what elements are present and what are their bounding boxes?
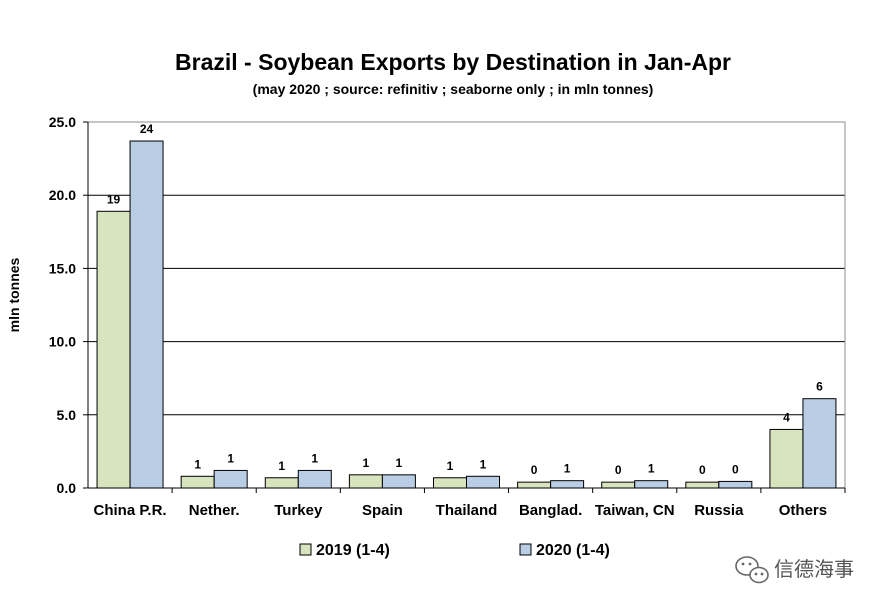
bar-2020 xyxy=(466,475,500,489)
data-label: 1 xyxy=(447,459,454,473)
bar-2020 xyxy=(634,480,669,489)
y-tick-label: 0.0 xyxy=(57,480,77,496)
bar-2019 xyxy=(96,210,131,489)
chart-subtitle: (may 2020 ; source: refinitiv ; seaborne… xyxy=(253,81,654,97)
bar-2020 xyxy=(718,480,753,489)
bar-2020 xyxy=(213,469,248,489)
x-tick-label: Taiwan, CN xyxy=(595,502,675,519)
data-label: 1 xyxy=(564,462,571,476)
y-tick-label: 25.0 xyxy=(49,114,76,130)
bar-2019 xyxy=(685,481,720,489)
x-tick-label: Others xyxy=(779,502,827,519)
bar-2020 xyxy=(297,469,332,489)
x-tick-label: Banglad. xyxy=(519,502,582,519)
data-label: 4 xyxy=(783,410,790,424)
x-tick-label: Thailand xyxy=(436,502,498,519)
legend-label: 2020 (1-4) xyxy=(536,542,610,559)
legend-swatch-2019 xyxy=(299,543,312,556)
bars: 19 24 1 1 1 1 1 1 1 1 0 1 0 1 0 0 4 6 xyxy=(96,122,837,489)
data-label: 0 xyxy=(732,462,739,476)
bar-2019 xyxy=(180,475,215,489)
x-tick-label: Turkey xyxy=(274,502,323,519)
x-tick-label: China P.R. xyxy=(94,502,167,519)
data-label: 1 xyxy=(194,457,201,471)
bar-2020 xyxy=(129,140,164,489)
watermark-text: 信德海事 xyxy=(774,558,854,581)
data-label: 1 xyxy=(227,451,234,465)
bar-2020 xyxy=(550,480,585,489)
x-tick-label: Nether. xyxy=(189,502,240,519)
y-axis-label: mln tonnes xyxy=(6,257,22,332)
data-label: 1 xyxy=(480,457,487,471)
data-label: 0 xyxy=(615,463,622,477)
x-tick-label: Russia xyxy=(694,502,744,519)
data-label: 1 xyxy=(363,456,370,470)
y-tick-label: 5.0 xyxy=(57,407,77,423)
plot-area xyxy=(87,121,846,489)
y-tick-label: 15.0 xyxy=(49,260,76,276)
bar-2020 xyxy=(381,474,416,489)
data-label: 1 xyxy=(311,451,318,465)
bar-2019 xyxy=(264,477,299,489)
data-label: 0 xyxy=(699,463,706,477)
legend-label: 2019 (1-4) xyxy=(316,542,390,559)
data-label: 1 xyxy=(648,462,655,476)
bar-2019 xyxy=(517,481,552,489)
bar-2019 xyxy=(601,481,636,489)
data-label: 6 xyxy=(816,380,823,394)
data-label: 19 xyxy=(107,192,121,206)
data-label: 24 xyxy=(140,122,154,136)
bar-2019 xyxy=(769,428,804,489)
data-label: 1 xyxy=(396,456,403,470)
axes: 0.0 5.0 10.0 15.0 20.0 25.0 China P.R. Nether. T… xyxy=(49,114,846,519)
data-label: 0 xyxy=(531,463,538,477)
bar-2019 xyxy=(348,474,383,489)
legend: 2019 (1-4) 2020 (1-4) xyxy=(299,542,610,559)
bar-2019 xyxy=(433,477,467,489)
data-label: 1 xyxy=(278,459,285,473)
chart-title: Brazil - Soybean Exports by Destination … xyxy=(175,49,731,75)
watermark: 信德海事 xyxy=(735,556,854,584)
y-tick-label: 20.0 xyxy=(49,187,76,203)
x-tick-label: Spain xyxy=(362,502,403,519)
y-tick-label: 10.0 xyxy=(49,334,76,350)
legend-swatch-2020 xyxy=(519,543,532,556)
grid-lines xyxy=(88,121,845,416)
wechat-icon xyxy=(735,556,769,584)
bar-2020 xyxy=(802,398,837,489)
